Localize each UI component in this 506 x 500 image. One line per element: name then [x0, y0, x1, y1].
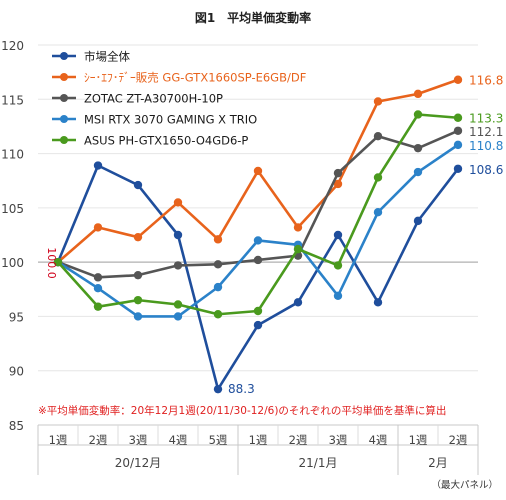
- data-point: [253, 306, 263, 316]
- x-tick-label: 4週: [369, 433, 388, 447]
- data-point: [213, 282, 223, 292]
- data-point: [213, 235, 223, 244]
- data-point: [453, 75, 463, 84]
- x-tick-label: 1週: [249, 433, 268, 447]
- data-point: [133, 295, 143, 305]
- footnote: ※平均単価変動率：20年12月1週(20/11/30-12/6)のそれぞれの平均…: [38, 404, 446, 417]
- data-point: [413, 143, 423, 153]
- data-point: [173, 312, 183, 321]
- x-group-label: 2月: [428, 456, 448, 470]
- data-point: [253, 236, 263, 245]
- x-group-label: 21/1月: [299, 456, 338, 470]
- x-tick-label: 2週: [89, 433, 108, 447]
- legend-entry: 市場全体: [84, 50, 130, 64]
- y-tick-label: 105: [1, 202, 24, 216]
- x-tick-label: 5週: [209, 433, 228, 447]
- y-tick-label: 110: [1, 148, 24, 162]
- data-point: [413, 216, 423, 226]
- data-point: [93, 223, 103, 232]
- y-tick-label: 90: [9, 365, 24, 379]
- data-point: [133, 232, 143, 242]
- end-value-label: 116.8: [469, 74, 503, 88]
- data-point: [333, 261, 343, 270]
- data-point: [213, 260, 223, 269]
- data-value-label: 88.3: [228, 382, 255, 396]
- data-point: [293, 244, 303, 254]
- legend-entry: ZOTAC ZT-A30700H-10P: [84, 92, 223, 106]
- data-point: [453, 126, 463, 135]
- data-point: [333, 168, 343, 178]
- data-point: [93, 284, 103, 293]
- data-point: [373, 97, 383, 106]
- legend-swatch-marker: [60, 52, 68, 60]
- legend-swatch-marker: [60, 94, 68, 102]
- data-point: [133, 180, 143, 190]
- x-tick-label: 2週: [449, 433, 468, 447]
- legend-entry: MSI RTX 3070 GAMING X TRIO: [84, 113, 257, 127]
- data-point: [253, 320, 263, 330]
- end-value-label: 108.6: [469, 163, 503, 177]
- x-group-label: 20/12月: [115, 456, 162, 470]
- y-axis: 85 90 95 100 105 110 115 120: [1, 39, 24, 433]
- x-tick-label: 4週: [169, 433, 188, 447]
- data-point: [253, 255, 263, 265]
- end-value-label: 110.8: [469, 139, 503, 153]
- baseline-label: 100.0: [45, 247, 58, 279]
- data-point: [173, 261, 183, 270]
- data-point: [453, 140, 463, 150]
- data-point: [373, 132, 383, 141]
- x-tick-label: 1週: [49, 433, 68, 447]
- data-point: [413, 167, 423, 177]
- data-point: [373, 298, 383, 307]
- data-point: [53, 257, 63, 267]
- x-tick-label: 3週: [129, 433, 148, 447]
- data-point: [413, 89, 423, 99]
- grid-lines: [38, 44, 478, 426]
- data-point: [253, 166, 263, 176]
- data-point: [293, 223, 303, 232]
- data-point: [173, 230, 183, 240]
- end-value-label: 112.1: [469, 125, 503, 139]
- legend-entry: ASUS PH-GTX1650-O4GD6-P: [84, 134, 248, 148]
- legend-entry: ｼｰ･ｴﾌ･ﾃﾞｰ販売 GG-GTX1660SP-E6GB/DF: [84, 71, 306, 85]
- chart-title: 図1 平均単価変動率: [195, 10, 311, 25]
- x-tick-label: 3週: [329, 433, 348, 447]
- data-point: [333, 230, 343, 240]
- data-point: [173, 198, 183, 207]
- data-point: [93, 161, 103, 170]
- legend-swatch-marker: [60, 136, 68, 144]
- y-tick-label: 100: [1, 256, 24, 270]
- data-point: [293, 298, 303, 307]
- y-tick-label: 85: [9, 419, 24, 433]
- data-point: [133, 312, 143, 321]
- data-point: [93, 273, 103, 282]
- data-point: [213, 384, 223, 394]
- legend-swatch-marker: [60, 115, 68, 123]
- data-point: [453, 113, 463, 122]
- data-point: [213, 310, 223, 319]
- data-point: [413, 110, 423, 119]
- end-value-label: 113.3: [469, 112, 503, 126]
- series-group: [53, 75, 463, 394]
- data-point: [173, 300, 183, 309]
- x-axis: 1週 2週 3週 4週 5週 1週 2週 3週 4週 1週 2週 20/12月 21/1月 2月: [37, 424, 479, 475]
- x-tick-label: 1週: [409, 433, 428, 447]
- legend-swatch-marker: [60, 73, 68, 81]
- y-tick-label: 120: [1, 39, 24, 53]
- data-point: [133, 270, 143, 280]
- x-tick-label: 2週: [289, 433, 308, 447]
- data-point: [333, 291, 343, 300]
- legend: 市場全体 ｼｰ･ｴﾌ･ﾃﾞｰ販売 GG-GTX1660SP-E6GB/DF ZOTA…: [52, 50, 306, 148]
- data-point: [373, 173, 383, 182]
- data-point: [333, 179, 343, 189]
- series-line: [57, 129, 459, 279]
- y-tick-label: 115: [1, 93, 24, 107]
- data-point: [373, 208, 383, 217]
- data-point: [93, 302, 103, 311]
- data-point: [453, 164, 463, 173]
- y-tick-label: 95: [9, 310, 24, 324]
- footer-note: （最大パネル）: [431, 479, 498, 491]
